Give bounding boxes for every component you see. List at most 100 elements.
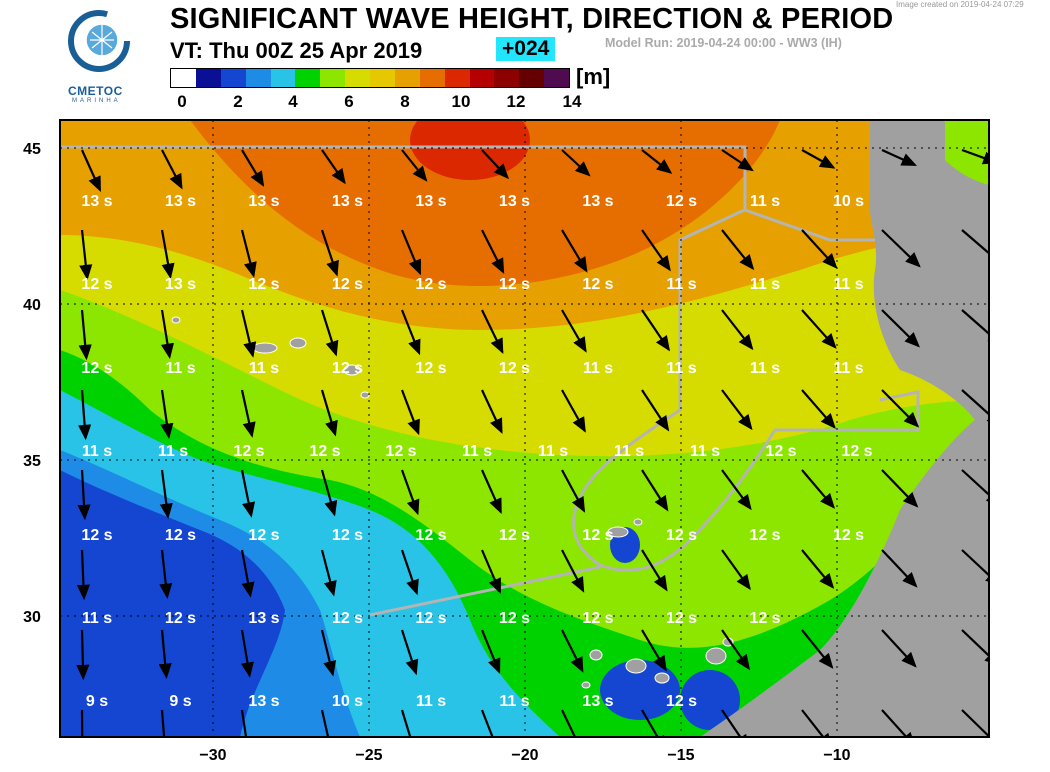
direction-arrow xyxy=(961,309,989,347)
direction-arrow xyxy=(159,549,173,599)
colorbar-swatch xyxy=(370,69,395,87)
direction-arrow xyxy=(881,469,919,508)
direction-arrow xyxy=(801,629,834,669)
direction-arrow xyxy=(76,549,91,601)
direction-arrow xyxy=(721,709,750,737)
period-label: 12 s xyxy=(582,527,613,544)
period-label: 12 s xyxy=(81,527,112,544)
direction-arrow xyxy=(78,309,92,361)
period-label: 11 s xyxy=(82,610,112,627)
wave-direction-arrows xyxy=(76,148,989,737)
colorbar-swatch xyxy=(220,69,246,87)
direction-arrow xyxy=(961,148,989,165)
direction-arrow xyxy=(400,709,412,737)
direction-arrow xyxy=(561,389,586,433)
period-label: 13 s xyxy=(499,193,530,210)
period-label: 12 s xyxy=(666,693,697,710)
period-label: 9 s xyxy=(169,693,191,710)
direction-arrow xyxy=(481,149,509,180)
direction-arrow xyxy=(77,469,91,521)
direction-arrow xyxy=(641,229,671,272)
direction-arrow xyxy=(641,389,670,432)
period-label: 12 s xyxy=(248,276,279,293)
period-label: 13 s xyxy=(248,693,279,710)
colorbar-swatch xyxy=(494,69,520,87)
direction-arrow xyxy=(160,709,166,737)
period-label: 11 s xyxy=(249,360,279,377)
colorbar-unit: [m] xyxy=(576,64,611,89)
period-label: 11 s xyxy=(833,360,863,377)
colorbar-tick: 6 xyxy=(344,92,354,111)
period-label: 11 s xyxy=(666,276,696,293)
period-label: 11 s xyxy=(833,276,863,293)
direction-arrow xyxy=(561,229,588,273)
period-label: 11 s xyxy=(165,360,195,377)
direction-arrow xyxy=(481,309,504,354)
colorbar xyxy=(170,68,570,88)
direction-arrow xyxy=(80,149,102,193)
direction-arrow xyxy=(721,549,751,591)
colorbar-tick: 2 xyxy=(233,92,243,111)
direction-arrow xyxy=(561,549,585,593)
colorbar-swatch xyxy=(519,69,545,87)
direction-arrow xyxy=(400,549,419,596)
direction-arrow xyxy=(160,309,174,359)
period-label: 12 s xyxy=(309,443,340,460)
direction-arrow xyxy=(320,309,339,357)
direction-arrow xyxy=(801,309,837,349)
direction-arrow xyxy=(961,389,989,427)
colorbar-swatch xyxy=(171,69,196,87)
direction-arrow xyxy=(400,469,420,516)
period-label: 11 s xyxy=(82,443,112,460)
direction-arrow xyxy=(320,629,337,677)
period-label: 12 s xyxy=(385,443,416,460)
period-label: 12 s xyxy=(332,610,363,627)
direction-arrow xyxy=(961,469,989,507)
direction-arrow xyxy=(161,149,183,190)
map-frame xyxy=(59,119,990,738)
created-timestamp: Image created on 2019-04-24 07:29 xyxy=(896,0,1024,9)
colorbar-tick: 12 xyxy=(506,92,526,111)
direction-arrow xyxy=(320,469,338,517)
period-label: 11 s xyxy=(158,443,188,460)
direction-arrow xyxy=(76,629,90,681)
direction-arrow xyxy=(801,149,836,169)
period-label: 11 s xyxy=(416,693,446,710)
direction-arrow xyxy=(241,149,265,187)
direction-arrow xyxy=(881,389,920,428)
direction-arrow xyxy=(400,389,420,436)
colorbar-swatch xyxy=(295,69,321,87)
direction-arrow xyxy=(881,229,921,268)
period-label: 11 s xyxy=(614,443,644,460)
lon-tick: −25 xyxy=(355,747,382,764)
lon-tick: −30 xyxy=(199,747,226,764)
period-label: 12 s xyxy=(666,193,697,210)
period-label: 13 s xyxy=(81,193,112,210)
direction-arrow xyxy=(480,549,502,595)
direction-arrow xyxy=(240,309,257,358)
period-label: 12 s xyxy=(499,276,530,293)
colorbar-tick: 8 xyxy=(400,92,410,111)
colorbar-swatch xyxy=(270,69,296,87)
direction-arrow xyxy=(79,229,93,281)
period-label: 11 s xyxy=(462,443,492,460)
period-label: 11 s xyxy=(750,276,780,293)
period-label: 12 s xyxy=(415,527,446,544)
direction-arrow xyxy=(480,629,501,675)
direction-arrow xyxy=(641,709,666,737)
direction-arrow xyxy=(721,469,752,511)
lon-tick: −10 xyxy=(823,747,850,764)
period-label: 12 s xyxy=(165,527,196,544)
period-label: 9 s xyxy=(86,693,108,710)
direction-arrow xyxy=(240,709,248,737)
direction-arrow xyxy=(240,229,257,278)
direction-arrow xyxy=(561,709,583,737)
period-label: 10 s xyxy=(332,693,363,710)
direction-arrow xyxy=(400,629,419,676)
direction-arrow xyxy=(801,389,836,429)
direction-arrow xyxy=(159,469,173,519)
period-label: 11 s xyxy=(538,443,568,460)
direction-arrow xyxy=(320,229,339,277)
direction-arrow xyxy=(881,148,918,167)
